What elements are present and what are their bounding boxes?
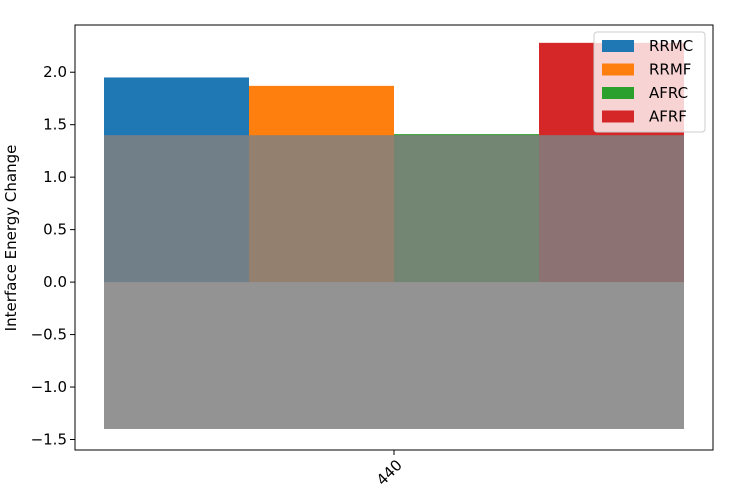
y-tick-label: 2.0 (43, 63, 67, 81)
legend-label-rrmc: RRMC (649, 37, 693, 55)
y-tick-label: 0.5 (43, 221, 67, 239)
legend: RRMC RRMF AFRC AFRF (593, 31, 706, 133)
y-tick-label: 1.0 (43, 168, 67, 186)
y-axis: −1.5 −1.0 −0.5 0.0 0.5 1.0 1.5 2.0 (31, 63, 75, 449)
band-group (104, 135, 684, 430)
legend-swatch-rrmf (602, 63, 634, 76)
legend-swatch-afrf (602, 110, 634, 123)
y-tick-label: 1.5 (43, 116, 67, 134)
legend-swatch-rrmc (602, 40, 634, 52)
y-tick-label: −1.5 (31, 431, 67, 449)
legend-label-afrc: AFRC (649, 84, 688, 102)
y-tick-label: 0.0 (43, 273, 67, 291)
y-tick-label: −0.5 (31, 326, 67, 344)
legend-label-rrmf: RRMF (649, 61, 691, 79)
legend-label-afrf: AFRF (649, 108, 687, 126)
y-tick-label: −1.0 (31, 378, 67, 396)
legend-swatch-afrc (602, 87, 634, 99)
shaded-band (104, 135, 684, 430)
legend-box (593, 31, 706, 133)
y-axis-label: Interface Energy Change (2, 145, 20, 332)
